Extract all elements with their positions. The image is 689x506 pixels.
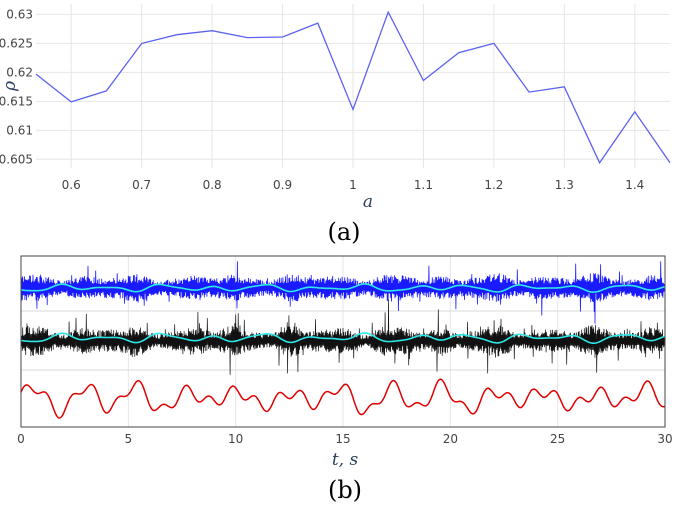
panel-a-x-tick-label: 1.2 [484,178,503,192]
panel-a-x-tick-label: 1.1 [414,178,433,192]
panel-a-y-tick-label: 0.61 [6,123,33,137]
panel-b-x-tick-labels: 0 5 10 15 20 25 30 [17,432,672,446]
panel-a-line-chart: 0.6 0.7 0.8 0.9 1 1.1 1.2 1.3 1.4 0.605 0.61 0.615… [0,4,670,246]
panel-b-x-tick-label: 0 [17,432,25,446]
panel-b-x-tick-label: 15 [335,432,350,446]
panel-a-y-tick-label: 0.615 [0,94,33,108]
panel-a-x-tick-label: 1.4 [625,178,644,192]
panel-b-x-tick-label: 20 [443,432,458,446]
panel-b-x-tick-label: 10 [228,432,243,446]
panel-b-x-axis-title: t, s [332,450,359,470]
panel-a-x-axis-title: a [363,192,373,212]
panel-a-x-tick-label: 0.6 [62,178,81,192]
panel-a-x-tick-label: 0.8 [203,178,222,192]
panel-a-y-tick-label: 0.62 [6,65,33,79]
panel-a-x-tick-labels: 0.6 0.7 0.8 0.9 1 1.1 1.2 1.3 1.4 [62,178,645,192]
panel-b-x-tick-label: 25 [550,432,565,446]
panel-b-signal-chart: 0 5 10 15 20 25 30 t, s (b) [17,256,672,504]
panel-a-caption: (a) [327,218,360,246]
panel-a-x-tick-label: 1.3 [555,178,574,192]
panel-a-x-tick-label: 1 [349,178,357,192]
panel-a-y-tick-label: 0.63 [6,7,33,21]
panel-b-x-tick-label: 5 [125,432,133,446]
panel-a-y-tick-label: 0.625 [0,36,33,50]
panel-b-caption: (b) [328,476,362,504]
panel-a-y-tick-label: 0.605 [0,152,33,166]
panel-a-x-tick-label: 0.7 [132,178,151,192]
panel-a-x-tick-label: 0.9 [273,178,292,192]
panel-b-x-tick-label: 30 [657,432,672,446]
panel-a-y-axis-title: ρ [0,81,20,92]
